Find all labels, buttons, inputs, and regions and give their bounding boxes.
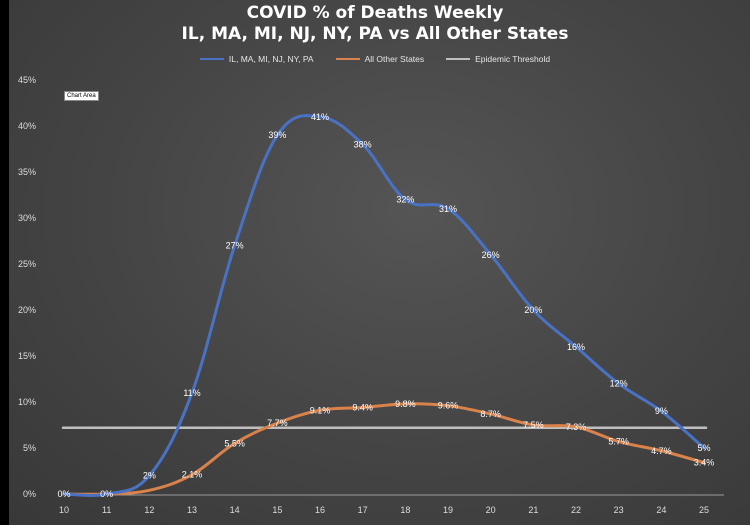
data-label-other-states: 9.1%	[310, 405, 331, 415]
chart-title: COVID % of Deaths Weekly	[246, 3, 504, 23]
x-tick-label: 20	[486, 505, 496, 515]
x-tick-label: 17	[358, 505, 368, 515]
data-label-other-states: 2.1%	[182, 470, 203, 480]
data-label-top-six-states: 0%	[100, 489, 113, 499]
data-label-top-six-states: 26%	[482, 250, 500, 260]
data-label-other-states: 5.5%	[224, 438, 245, 448]
x-tick-label: 12	[144, 505, 154, 515]
series-line-top-six-states	[62, 114, 706, 497]
data-label-top-six-states: 0%	[57, 489, 70, 499]
legend-item-top-six-states: IL, MA, MI, NJ, NY, PA	[199, 54, 314, 64]
y-tick-label: 15%	[18, 351, 36, 361]
data-label-other-states: 3.4%	[694, 458, 715, 468]
x-tick-label: 25	[699, 505, 709, 515]
chart-area-tooltip: Chart Area	[64, 91, 99, 101]
data-label-other-states: 8.7%	[480, 409, 501, 419]
x-tick-label: 10	[59, 505, 69, 515]
x-tick-label: 14	[230, 505, 240, 515]
data-label-top-six-states: 41%	[311, 112, 329, 122]
y-tick-label: 10%	[18, 397, 36, 407]
chart-subtitle: IL, MA, MI, NJ, NY, PA vs All Other Stat…	[181, 24, 569, 44]
data-label-other-states: 9.4%	[352, 403, 373, 413]
data-label-top-six-states: 2%	[143, 471, 156, 481]
data-label-other-states: 4.7%	[651, 446, 672, 456]
y-tick-label: 0%	[23, 489, 36, 499]
x-tick-label: 19	[443, 505, 453, 515]
y-tick-label: 45%	[18, 75, 36, 85]
y-tick-label: 20%	[18, 305, 36, 315]
data-label-top-six-states: 5%	[697, 443, 710, 453]
legend-item-other-states: All Other States	[335, 54, 425, 64]
x-tick-label: 18	[400, 505, 410, 515]
data-label-other-states: 7.5%	[523, 420, 544, 430]
series-line-other-states	[62, 402, 706, 496]
x-tick-label: 16	[315, 505, 325, 515]
x-tick-label: 23	[614, 505, 624, 515]
data-label-other-states: 7.7%	[267, 418, 288, 428]
legend-item-epidemic-threshold: Epidemic Threshold	[446, 54, 550, 64]
x-tick-label: 15	[272, 505, 282, 515]
chart-title-block: COVID % of Deaths Weekly IL, MA, MI, NJ,…	[0, 3, 750, 45]
data-label-top-six-states: 12%	[610, 379, 628, 389]
x-tick-label: 22	[571, 505, 581, 515]
legend-swatch-other-states	[335, 58, 360, 60]
legend-swatch-top-six-states	[199, 58, 224, 60]
data-label-top-six-states: 20%	[524, 305, 542, 315]
data-label-top-six-states: 31%	[439, 204, 457, 214]
y-tick-label: 40%	[18, 121, 36, 131]
y-tick-label: 25%	[18, 259, 36, 269]
data-label-top-six-states: 38%	[354, 139, 372, 149]
y-tick-label: 35%	[18, 167, 36, 177]
data-label-top-six-states: 27%	[226, 241, 244, 251]
data-label-top-six-states: 39%	[268, 130, 286, 140]
x-tick-label: 11	[102, 505, 111, 515]
data-label-top-six-states: 32%	[396, 195, 414, 205]
data-label-other-states: 5.7%	[608, 437, 629, 447]
legend: IL, MA, MI, NJ, NY, PA All Other States …	[0, 54, 750, 64]
data-label-other-states: 9.6%	[438, 401, 459, 411]
legend-label-other-states: All Other States	[364, 54, 425, 64]
legend-swatch-epidemic-threshold	[446, 58, 471, 60]
data-label-top-six-states: 9%	[655, 406, 668, 416]
y-tick-label: 30%	[18, 213, 36, 223]
data-label-other-states: 7.3%	[566, 422, 587, 432]
chart-frame	[9, 0, 750, 525]
y-tick-label: 5%	[23, 443, 36, 453]
data-label-other-states: 9.8%	[395, 399, 416, 409]
x-tick-label: 13	[187, 505, 197, 515]
data-label-top-six-states: 16%	[567, 342, 585, 352]
legend-label-top-six-states: IL, MA, MI, NJ, NY, PA	[228, 54, 314, 64]
x-tick-label: 21	[528, 505, 538, 515]
x-tick-label: 24	[656, 505, 666, 515]
data-label-top-six-states: 11%	[183, 388, 200, 398]
legend-label-epidemic-threshold: Epidemic Threshold	[475, 54, 551, 64]
